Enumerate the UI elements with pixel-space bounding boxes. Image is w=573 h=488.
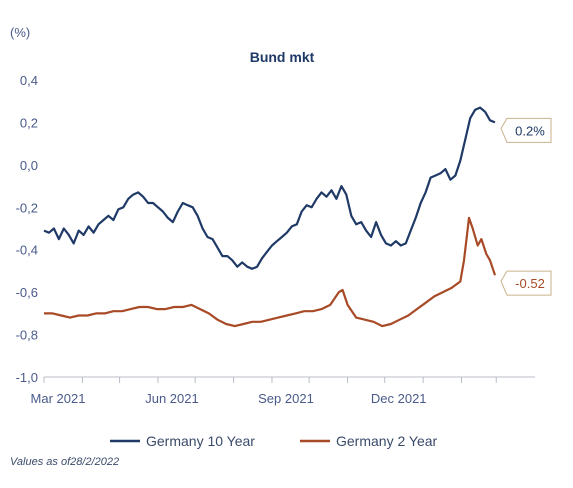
series-line-germany-10-year (43, 106, 496, 270)
x-axis: Mar 2021 Jun 2021 Sep 2021 Dec 2021 (31, 376, 535, 406)
legend-label-germany-2-year: Germany 2 Year (336, 433, 438, 449)
y-tick-label: -0,8 (16, 328, 38, 343)
y-tick-label: 0,2 (20, 115, 38, 130)
x-tick-label: Mar 2021 (31, 391, 86, 406)
legend: Germany 10 Year Germany 2 Year (110, 433, 438, 449)
end-value-label: -0.52 (515, 276, 545, 291)
end-value-label: 0.2% (515, 123, 545, 138)
series-line-germany-2-year (44, 216, 497, 328)
y-axis-ticks: 0,4 0,2 0,0 -0,2 -0,4 -0,6 -0,8 -1,0 (16, 73, 38, 385)
chart-title: Bund mkt (250, 49, 315, 65)
y-tick-label: 0,0 (20, 158, 38, 173)
end-value-callouts: 0.2% -0.52 (500, 117, 552, 296)
y-tick-label: 0,4 (20, 73, 38, 88)
end-value-callout-box (500, 117, 552, 143)
x-tick-label: Jun 2021 (145, 391, 199, 406)
y-tick-label: -0,2 (16, 200, 38, 215)
x-tick-label: Sep 2021 (258, 391, 314, 406)
y-tick-label: -0,6 (16, 285, 38, 300)
y-tick-label: -1,0 (16, 370, 38, 385)
x-tick-label: Dec 2021 (371, 391, 427, 406)
values-as-of-note: Values as of28/2/2022 (10, 456, 119, 468)
legend-label-germany-10-year: Germany 10 Year (146, 433, 255, 449)
series-layer (43, 106, 497, 328)
end-value-callout-box (500, 270, 552, 296)
unit-label: (%) (10, 25, 30, 40)
y-tick-label: -0,4 (16, 243, 38, 258)
